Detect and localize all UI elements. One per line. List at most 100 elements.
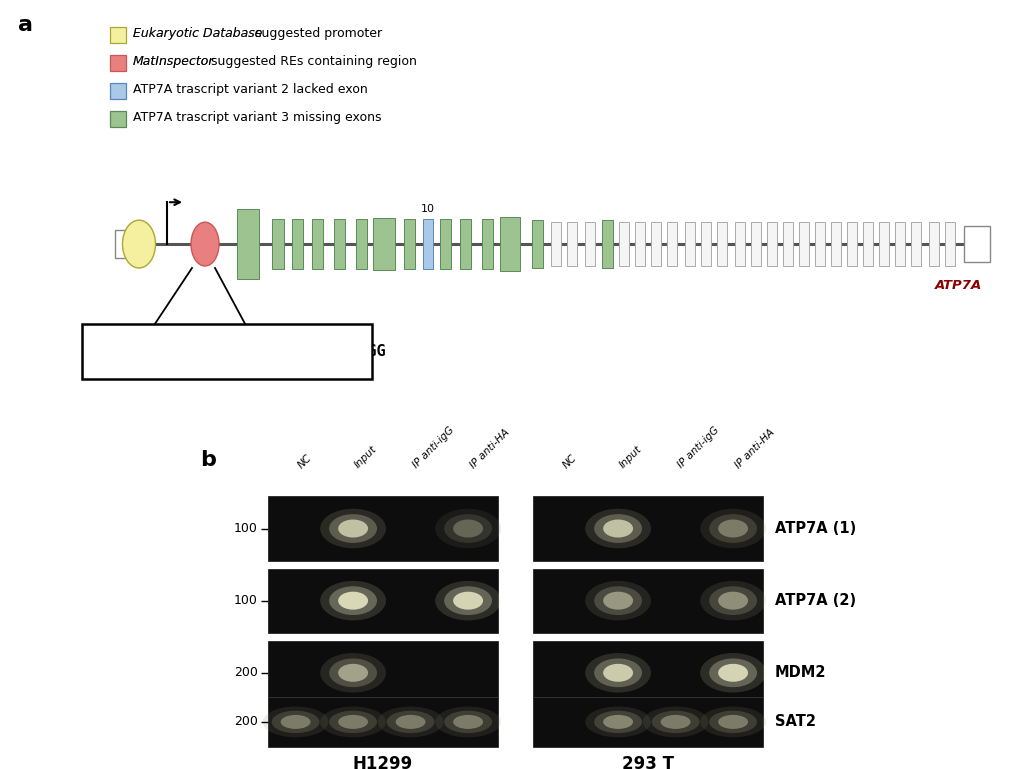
Text: MatInspector: MatInspector bbox=[132, 55, 214, 68]
FancyBboxPatch shape bbox=[685, 222, 694, 266]
Text: Input: Input bbox=[353, 444, 379, 471]
FancyBboxPatch shape bbox=[334, 219, 345, 269]
Text: MatInspector suggested REs containing region: MatInspector suggested REs containing re… bbox=[132, 55, 424, 68]
FancyBboxPatch shape bbox=[650, 222, 660, 266]
Text: IP anti-igG: IP anti-igG bbox=[411, 425, 455, 471]
Ellipse shape bbox=[452, 715, 483, 729]
FancyBboxPatch shape bbox=[716, 222, 727, 266]
FancyBboxPatch shape bbox=[944, 222, 954, 266]
Ellipse shape bbox=[585, 509, 650, 548]
Ellipse shape bbox=[717, 715, 747, 729]
FancyBboxPatch shape bbox=[700, 222, 710, 266]
Ellipse shape bbox=[338, 715, 368, 729]
FancyBboxPatch shape bbox=[798, 222, 808, 266]
FancyBboxPatch shape bbox=[405, 219, 415, 269]
Ellipse shape bbox=[594, 586, 641, 615]
FancyBboxPatch shape bbox=[460, 219, 471, 269]
Ellipse shape bbox=[699, 581, 765, 621]
Ellipse shape bbox=[602, 520, 633, 538]
Ellipse shape bbox=[452, 591, 483, 610]
FancyBboxPatch shape bbox=[236, 209, 259, 279]
FancyBboxPatch shape bbox=[292, 219, 304, 269]
Ellipse shape bbox=[191, 222, 219, 266]
FancyBboxPatch shape bbox=[312, 219, 323, 269]
Ellipse shape bbox=[263, 707, 328, 737]
Ellipse shape bbox=[320, 581, 385, 621]
FancyBboxPatch shape bbox=[357, 219, 367, 269]
Ellipse shape bbox=[435, 707, 500, 737]
FancyBboxPatch shape bbox=[110, 55, 126, 71]
Ellipse shape bbox=[708, 658, 756, 687]
Text: suggested promoter: suggested promoter bbox=[251, 28, 381, 40]
FancyBboxPatch shape bbox=[635, 222, 644, 266]
Ellipse shape bbox=[435, 509, 500, 548]
FancyBboxPatch shape bbox=[846, 222, 856, 266]
Ellipse shape bbox=[660, 715, 690, 729]
Ellipse shape bbox=[642, 707, 708, 737]
FancyBboxPatch shape bbox=[533, 641, 762, 705]
Ellipse shape bbox=[386, 711, 434, 733]
Text: GT: GT bbox=[315, 344, 333, 358]
FancyBboxPatch shape bbox=[666, 222, 677, 266]
Ellipse shape bbox=[122, 220, 155, 268]
Ellipse shape bbox=[708, 586, 756, 615]
Text: CAA: CAA bbox=[277, 344, 305, 358]
Text: ATP7A: ATP7A bbox=[933, 279, 980, 292]
Ellipse shape bbox=[594, 711, 641, 733]
Text: ATP7A (1): ATP7A (1) bbox=[774, 521, 855, 536]
Ellipse shape bbox=[329, 514, 377, 543]
FancyBboxPatch shape bbox=[766, 222, 776, 266]
FancyBboxPatch shape bbox=[735, 222, 744, 266]
Text: MDM2: MDM2 bbox=[774, 665, 825, 681]
Ellipse shape bbox=[377, 707, 443, 737]
Text: TTGGG: TTGGG bbox=[339, 344, 385, 358]
Text: a: a bbox=[18, 15, 33, 35]
FancyBboxPatch shape bbox=[110, 111, 126, 127]
FancyBboxPatch shape bbox=[550, 222, 560, 266]
FancyBboxPatch shape bbox=[928, 222, 938, 266]
Text: 293 T: 293 T bbox=[622, 755, 674, 769]
Ellipse shape bbox=[651, 711, 699, 733]
Text: SAT2: SAT2 bbox=[774, 714, 815, 730]
Ellipse shape bbox=[329, 711, 377, 733]
FancyBboxPatch shape bbox=[440, 219, 451, 269]
Text: H1299: H1299 bbox=[353, 755, 413, 769]
FancyBboxPatch shape bbox=[268, 641, 497, 705]
Text: ATP7A trascript variant 2 lacked exon: ATP7A trascript variant 2 lacked exon bbox=[132, 83, 368, 96]
Text: IP anti-HA: IP anti-HA bbox=[733, 427, 775, 471]
Ellipse shape bbox=[585, 653, 650, 693]
FancyBboxPatch shape bbox=[499, 217, 520, 271]
FancyBboxPatch shape bbox=[272, 219, 283, 269]
FancyBboxPatch shape bbox=[373, 218, 394, 270]
FancyBboxPatch shape bbox=[963, 226, 989, 262]
FancyBboxPatch shape bbox=[619, 222, 629, 266]
Text: Eukaryotic Database suggested promoter: Eukaryotic Database suggested promoter bbox=[132, 28, 393, 40]
Text: 100: 100 bbox=[234, 522, 258, 535]
Ellipse shape bbox=[699, 653, 765, 693]
Ellipse shape bbox=[594, 514, 641, 543]
Ellipse shape bbox=[320, 509, 385, 548]
Text: IP anti-HA: IP anti-HA bbox=[468, 427, 511, 471]
Text: ATP7A (2): ATP7A (2) bbox=[774, 593, 855, 608]
Text: 10: 10 bbox=[421, 205, 434, 215]
FancyBboxPatch shape bbox=[533, 697, 762, 747]
Ellipse shape bbox=[585, 581, 650, 621]
Ellipse shape bbox=[320, 653, 385, 693]
FancyBboxPatch shape bbox=[894, 222, 904, 266]
Ellipse shape bbox=[602, 664, 633, 682]
Ellipse shape bbox=[594, 658, 641, 687]
FancyBboxPatch shape bbox=[268, 697, 497, 747]
FancyBboxPatch shape bbox=[750, 222, 760, 266]
Ellipse shape bbox=[717, 591, 747, 610]
Ellipse shape bbox=[452, 520, 483, 538]
FancyBboxPatch shape bbox=[830, 222, 841, 266]
FancyBboxPatch shape bbox=[862, 222, 872, 266]
Text: Input: Input bbox=[618, 444, 644, 471]
Text: 100: 100 bbox=[234, 594, 258, 608]
Ellipse shape bbox=[320, 707, 385, 737]
Ellipse shape bbox=[708, 711, 756, 733]
Ellipse shape bbox=[717, 520, 747, 538]
Text: Eukaryotic Database: Eukaryotic Database bbox=[132, 28, 262, 40]
Ellipse shape bbox=[443, 711, 491, 733]
Ellipse shape bbox=[443, 514, 491, 543]
